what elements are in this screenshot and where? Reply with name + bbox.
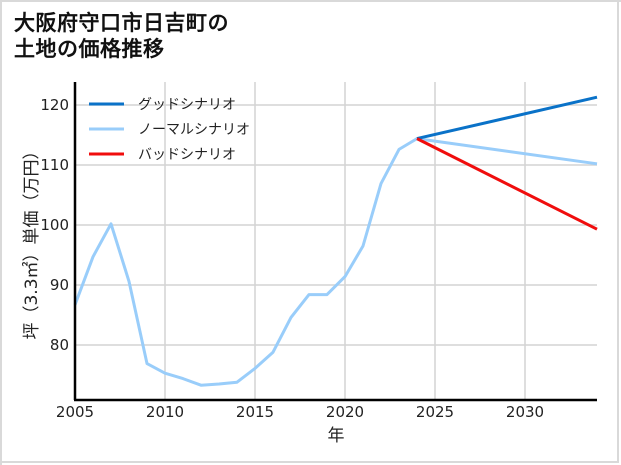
x-tick-label: 2025 <box>416 403 454 421</box>
data-series <box>73 95 598 387</box>
legend-label: グッドシナリオ <box>138 97 236 113</box>
y-tick-label: 100 <box>40 216 69 234</box>
x-axis-label: 年 <box>328 426 345 446</box>
series-line-2 <box>416 137 598 231</box>
y-tick-label: 80 <box>50 336 69 354</box>
series-line-0 <box>416 95 598 141</box>
y-axis-label: 坪（3.3㎡）単価（万円） <box>22 142 42 339</box>
y-tick-label: 90 <box>50 276 69 294</box>
legend-label: バッドシナリオ <box>138 147 236 163</box>
x-tick-label: 2030 <box>506 403 544 421</box>
x-tick-label: 2010 <box>146 403 184 421</box>
chart-title: 大阪府守口市日吉町の 土地の価格推移 <box>14 10 229 62</box>
y-tick-label: 120 <box>40 96 69 114</box>
x-tick-label: 2020 <box>326 403 364 421</box>
y-tick-label: 110 <box>40 156 69 174</box>
x-tick-label: 2015 <box>236 403 274 421</box>
title-line-2: 土地の価格推移 <box>14 37 165 61</box>
axes <box>73 82 597 402</box>
x-tick-label: 2005 <box>56 403 94 421</box>
legend-label: ノーマルシナリオ <box>138 122 250 138</box>
title-line-1: 大阪府守口市日吉町の <box>14 11 229 35</box>
x-tick-labels: 2005 2010 2015 2020 2025 2030 <box>56 403 544 421</box>
frame-border-left <box>0 0 2 465</box>
series-line-1 <box>73 137 598 387</box>
frame-border-top <box>0 0 621 2</box>
y-tick-labels: 80 90 100 110 120 <box>40 96 69 354</box>
